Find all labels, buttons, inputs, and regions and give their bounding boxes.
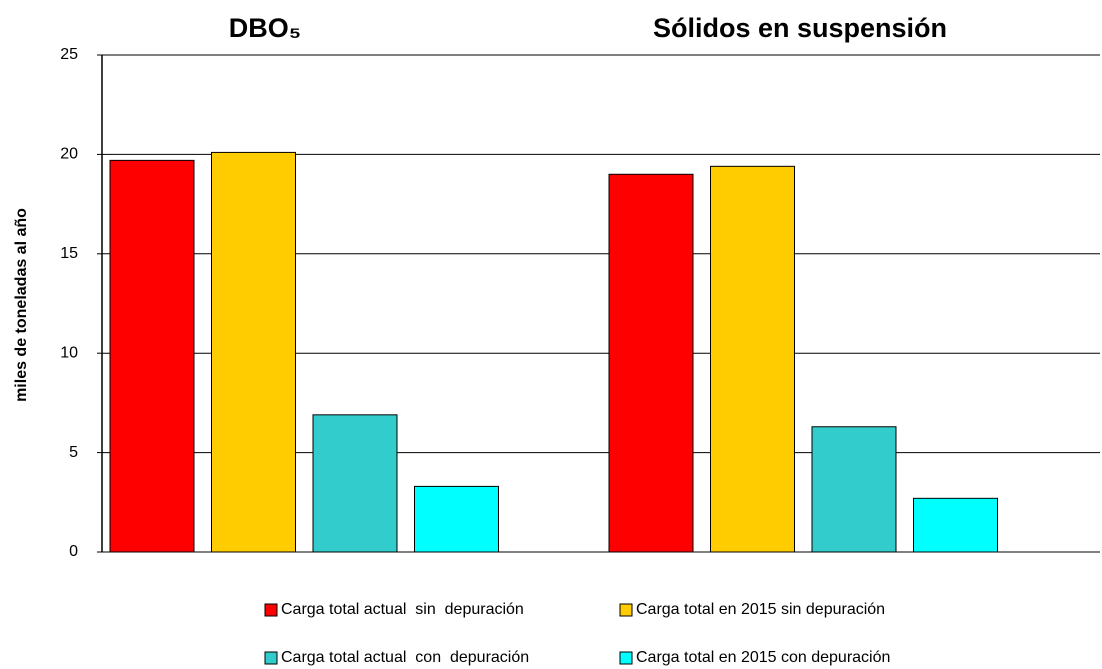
legend-label: Carga total actual con depuración bbox=[281, 649, 529, 666]
y-tick-label: 0 bbox=[69, 543, 78, 560]
legend-swatch bbox=[619, 651, 633, 665]
legend-label: Carga total en 2015 sin depuración bbox=[636, 601, 885, 618]
bar bbox=[109, 159, 195, 553]
legend-label: Carga total en 2015 con depuración bbox=[636, 649, 890, 666]
bar bbox=[414, 485, 499, 553]
y-tick-label: 5 bbox=[69, 444, 78, 461]
y-tick-label: 10 bbox=[60, 344, 78, 361]
legend-swatch bbox=[619, 603, 633, 617]
legend-label: Carga total actual sin depuración bbox=[281, 601, 524, 618]
category-label: DBO₅ bbox=[229, 13, 301, 43]
bar bbox=[913, 497, 998, 553]
bar bbox=[710, 165, 795, 553]
y-tick-label: 20 bbox=[60, 146, 78, 163]
legend-swatch bbox=[264, 603, 278, 617]
y-tick-label: 15 bbox=[60, 245, 78, 262]
y-axis-label: miles de toneladas al año bbox=[13, 208, 30, 402]
y-tick-label: 25 bbox=[60, 46, 78, 63]
bar bbox=[811, 426, 897, 553]
bar bbox=[608, 173, 694, 553]
bar bbox=[312, 414, 398, 553]
bar bbox=[211, 151, 296, 553]
category-label: Sólidos en suspensión bbox=[653, 13, 947, 43]
legend-swatch bbox=[264, 651, 278, 665]
